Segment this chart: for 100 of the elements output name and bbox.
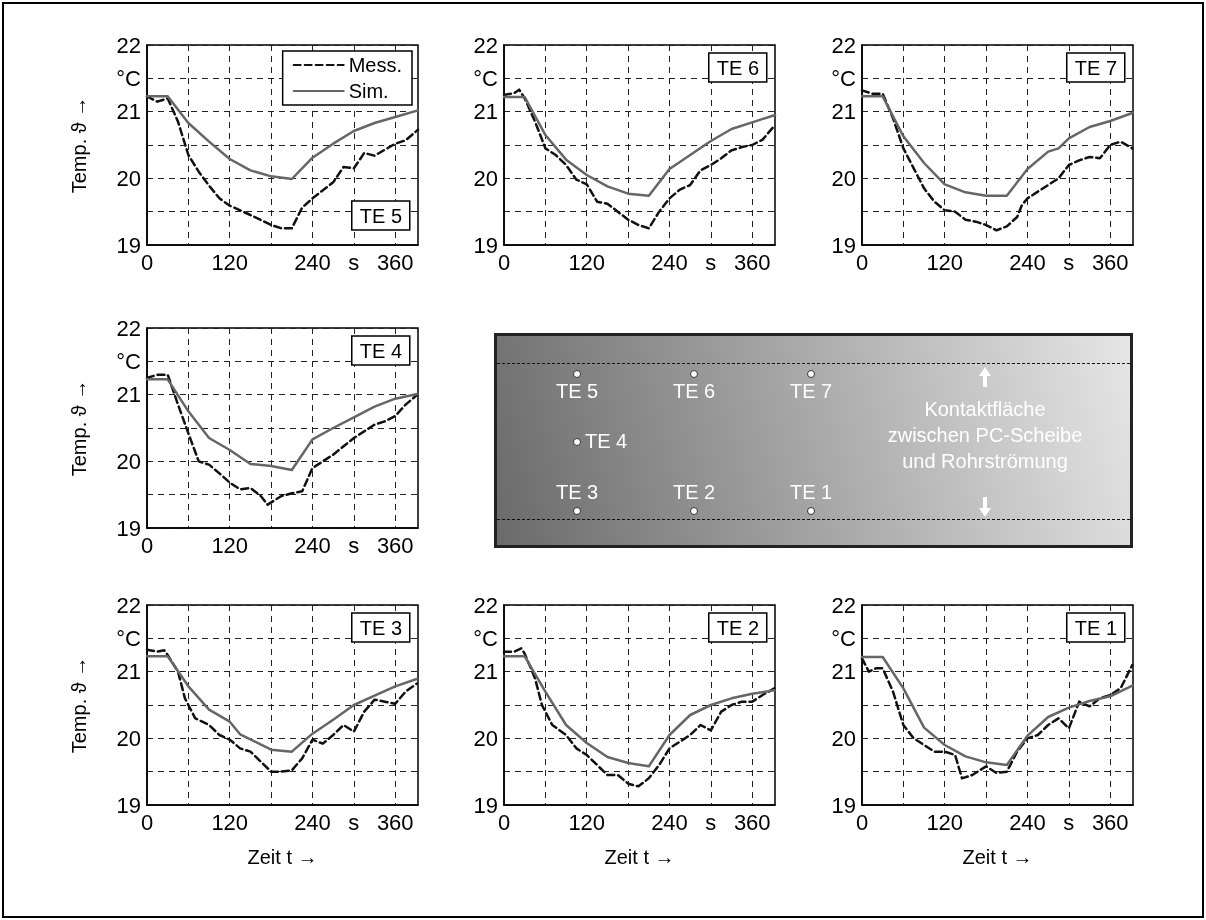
x-tick-label: 360 [733,809,771,835]
y-tick-label: 19 [473,792,498,818]
line-series [860,89,1134,232]
y-tick-label: 21 [116,659,141,685]
x-tick-label: 120 [211,532,249,558]
text: TE 4 [359,340,403,362]
legend-label: Sim. [348,80,389,102]
x-axis-title: Zeit t → [247,846,318,868]
x-tick-label: s [348,532,360,558]
x-tick-label: 0 [140,532,154,558]
x-tick-label: 240 [651,809,688,835]
text: TE 1 [1074,617,1118,639]
legend-label: Mess. [348,54,402,76]
x-tick-label: 240 [1009,249,1046,275]
y-tick-label: °C [473,625,499,651]
line-series [860,95,1134,197]
x-tick-label: 0 [140,249,154,275]
text: TE 6 [716,57,760,79]
y-tick-label: 19 [116,515,141,541]
line-series [145,648,418,773]
x-tick-label: 240 [651,249,688,275]
x-tick-label: 120 [926,249,964,275]
text: TE 7 [1074,57,1118,79]
y-tick-label: 20 [831,165,856,191]
y-tick-label: 22 [116,315,141,341]
y-tick-label: 19 [831,792,856,818]
y-tick-label: 21 [473,99,498,125]
line-series [502,95,777,197]
x-tick-label: 360 [1091,809,1129,835]
y-tick-label: 21 [116,99,141,125]
y-tick-label: °C [116,625,142,651]
line-series [502,647,776,788]
line-series [145,378,419,472]
y-tick-label: 22 [116,32,141,58]
y-tick-label: °C [831,625,857,651]
y-axis-title: Temp. ϑ → [68,656,90,754]
y-tick-label: 20 [473,725,498,751]
x-tick-label: 360 [376,249,414,275]
y-tick-label: 20 [473,165,498,191]
y-tick-label: 19 [831,232,856,258]
x-tick-label: 120 [568,809,606,835]
x-tick-label: 120 [211,809,249,835]
text: TE 1 [790,481,833,504]
x-tick-label: 0 [140,809,154,835]
x-tick-label: 360 [376,532,414,558]
x-tick-label: 360 [1091,249,1129,275]
y-tick-label: 21 [831,99,856,125]
x-tick-label: s [348,249,360,275]
y-axis-title: Temp. ϑ → [68,96,90,194]
text: TE 2 [673,481,716,504]
text: TE 2 [716,617,760,639]
x-tick-label: 0 [855,249,869,275]
y-tick-label: 22 [831,592,856,618]
y-tick-label: 20 [831,725,856,751]
x-tick-label: 120 [568,249,606,275]
y-tick-label: °C [116,65,142,91]
x-axis-title: Zeit t → [962,846,1033,868]
line-series [145,373,419,506]
x-tick-label: 120 [211,249,249,275]
text: TE 6 [673,380,716,403]
x-tick-label: 120 [926,809,964,835]
y-tick-label: °C [473,65,499,91]
y-tick-label: 19 [116,792,141,818]
y-tick-label: 21 [473,659,498,685]
text: TE 3 [556,481,599,504]
x-tick-label: s [705,249,717,275]
line-series [145,655,418,753]
text: TE 5 [556,380,599,403]
y-tick-label: 21 [831,659,856,685]
x-tick-label: s [705,809,717,835]
text: TE 7 [790,380,833,403]
x-tick-label: 360 [733,249,771,275]
x-tick-label: s [1063,249,1075,275]
x-tick-label: 0 [855,809,869,835]
x-tick-label: 0 [497,809,511,835]
y-tick-label: 20 [116,448,141,474]
text: TE 3 [359,617,403,639]
y-tick-label: 22 [831,32,856,58]
y-tick-label: 22 [473,32,498,58]
x-tick-label: 240 [294,249,331,275]
x-tick-label: s [1063,809,1075,835]
y-tick-label: 20 [116,165,141,191]
y-tick-label: °C [831,65,857,91]
x-tick-label: 360 [376,809,414,835]
x-axis-title: Zeit t → [604,846,675,868]
x-tick-label: 240 [294,809,331,835]
y-axis-title: Temp. ϑ → [68,379,90,477]
y-tick-label: 21 [116,382,141,408]
y-tick-label: °C [116,348,142,374]
y-tick-label: 22 [116,592,141,618]
text: TE 5 [359,205,403,227]
text: Kontaktfläche zwischen PC-Scheibe und Rohrströmung [886,397,1084,474]
x-tick-label: s [348,809,360,835]
y-tick-label: 19 [473,232,498,258]
x-tick-label: 240 [1009,809,1046,835]
x-tick-label: 240 [294,532,331,558]
text: TE 4 [585,430,628,453]
x-tick-label: 0 [497,249,511,275]
y-tick-label: 20 [116,725,141,751]
y-tick-label: 19 [116,232,141,258]
